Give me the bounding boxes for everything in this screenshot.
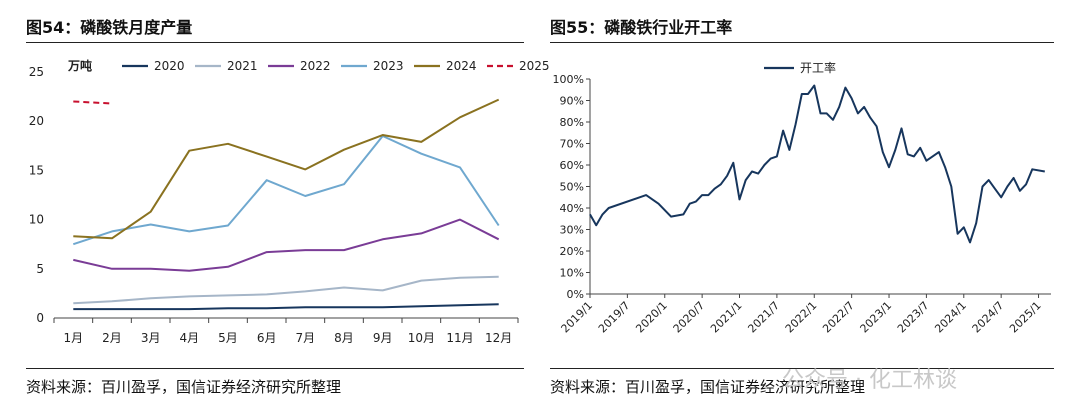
y-tick-label: 50%: [560, 181, 584, 194]
legend-label-2021: 2021: [227, 59, 258, 73]
x-tick-label: 2019/7: [596, 299, 633, 336]
legend-label-2023: 2023: [373, 59, 404, 73]
y-tick-label: 40%: [560, 202, 584, 215]
source-rule: [550, 368, 1054, 369]
x-tick-label: 2021/1: [708, 299, 745, 336]
y-tick-label: 80%: [560, 116, 584, 129]
series-line-2022: [73, 218, 500, 272]
y-unit-label: 万吨: [67, 58, 92, 73]
x-tick-label: 9月: [373, 331, 393, 345]
source-rule: [26, 368, 524, 369]
utilization-source-note: 资料来源：百川盈孚，国信证券经济研究所整理: [550, 378, 866, 396]
y-tick-label: 70%: [560, 138, 584, 151]
x-tick-label: 2月: [102, 331, 122, 345]
legend-label: 开工率: [800, 60, 836, 75]
x-tick-label: 2022/7: [820, 299, 857, 336]
series-line-2023: [72, 135, 500, 246]
x-tick-label: 6月: [257, 331, 277, 345]
series-line-2021: [73, 275, 499, 305]
production-chart-title: 图54：磷酸铁月度产量: [26, 18, 193, 37]
y-tick-label: 0%: [567, 288, 584, 301]
production-source-note: 资料来源：百川盈孚，国信证券经济研究所整理: [26, 378, 342, 396]
y-tick-label: 90%: [560, 95, 584, 108]
y-tick-label: 20: [29, 114, 44, 128]
legend-label-2022: 2022: [300, 59, 331, 73]
y-tick-label: 20%: [560, 245, 584, 258]
x-tick-label: 2025/1: [1007, 299, 1044, 336]
y-tick-label: 25: [29, 65, 44, 79]
x-tick-label: 1月: [64, 331, 84, 345]
legend-label-2025: 2025: [519, 59, 550, 73]
legend-label-2024: 2024: [446, 59, 477, 73]
x-tick-label: 2023/7: [895, 299, 932, 336]
x-tick-label: 2023/1: [858, 299, 895, 336]
x-tick-label: 4月: [180, 331, 200, 345]
x-tick-label: 10月: [408, 331, 435, 345]
x-tick-label: 2020/1: [633, 299, 670, 336]
x-tick-label: 2019/1: [559, 299, 596, 336]
y-tick-label: 15: [29, 163, 44, 177]
utilization-chart-panel: 图55：磷酸铁行业开工率 0% 10% 20% 30% 40% 50% 60% 70% 80% 9…: [546, 0, 1074, 418]
series-line-2020: [73, 303, 499, 311]
x-tick-label: 2020/7: [671, 299, 708, 336]
production-chart-panel: 图54：磷酸铁月度产量 1月 2月 3月 4月 5月 6月 7月 8月 9月 10月 11月 12月 0…: [0, 0, 550, 418]
utilization-line-chart: 0%10%20%30%40%50%60%70%80%90%100%2019/1 2…: [553, 60, 1051, 336]
series-line-operating-rate: [589, 84, 1045, 244]
y-tick-label: 30%: [560, 224, 584, 237]
x-tick-label: 11月: [446, 331, 473, 345]
x-tick-label: 12月: [485, 331, 512, 345]
x-tick-label: 2024/1: [932, 299, 969, 336]
y-tick-label: 5: [36, 262, 44, 276]
x-tick-label: 2024/7: [970, 299, 1007, 336]
x-tick-label: 8月: [334, 331, 354, 345]
y-tick-label: 100%: [553, 73, 584, 86]
title-rule: [550, 42, 1054, 43]
x-tick-label: 7月: [296, 331, 316, 345]
utilization-chart-title: 图55：磷酸铁行业开工率: [550, 18, 733, 37]
x-tick-label: 5月: [218, 331, 238, 345]
series-line-2024: [73, 98, 500, 240]
watermark: 公众号 · 化工林谈: [782, 368, 957, 393]
title-rule: [26, 42, 524, 43]
series-line-2025: [73, 100, 113, 105]
x-tick-label: 3月: [141, 331, 161, 345]
y-tick-label: 60%: [560, 159, 584, 172]
y-tick-label: 10: [29, 213, 44, 227]
x-tick-label: 2021/7: [745, 299, 782, 336]
x-tick-label: 2022/1: [783, 299, 820, 336]
y-tick-label: 0: [36, 311, 44, 325]
y-tick-label: 10%: [560, 267, 584, 280]
legend-label-2020: 2020: [154, 59, 185, 73]
